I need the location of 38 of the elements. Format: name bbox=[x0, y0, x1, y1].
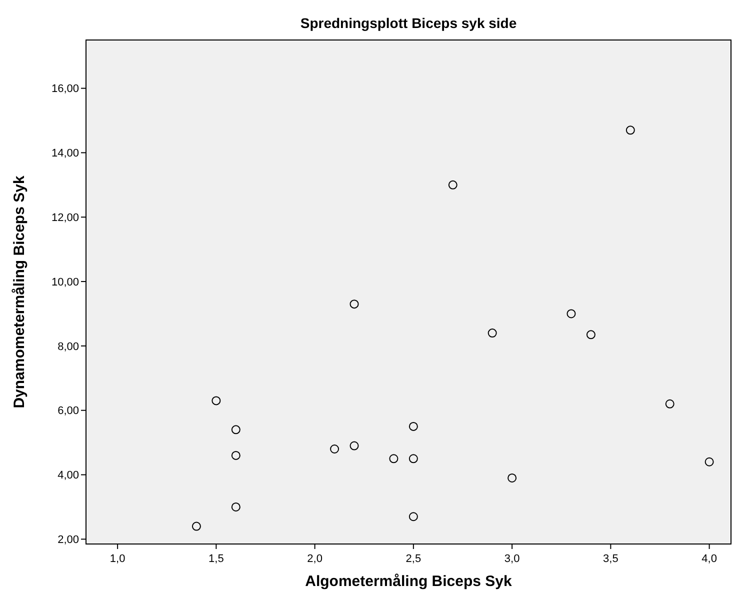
point bbox=[212, 396, 221, 406]
point bbox=[488, 328, 497, 338]
x-tick-label: 4,0 bbox=[702, 553, 717, 565]
point bbox=[586, 330, 596, 340]
y-tick-label: 4,00 bbox=[58, 470, 79, 482]
y-tick-label: 12,00 bbox=[51, 212, 79, 224]
x-tick-label: 3,0 bbox=[504, 553, 520, 565]
point bbox=[192, 522, 201, 531]
point bbox=[626, 126, 635, 135]
point bbox=[408, 512, 418, 522]
y-tick-label: 16,00 bbox=[51, 83, 79, 96]
y-tick-label: 2,00 bbox=[58, 534, 79, 546]
point bbox=[389, 454, 398, 464]
point bbox=[350, 441, 359, 450]
y-tick-label: 6,00 bbox=[58, 405, 79, 418]
point bbox=[231, 502, 240, 512]
point bbox=[408, 454, 418, 464]
y-tick-label: 10,00 bbox=[51, 276, 79, 288]
point bbox=[508, 473, 517, 482]
x-tick-label: 2,0 bbox=[307, 553, 322, 565]
point bbox=[330, 444, 340, 454]
x-tick-label: 3,5 bbox=[603, 553, 618, 565]
point bbox=[231, 425, 240, 434]
point bbox=[704, 457, 714, 466]
y-tick-label: 14,00 bbox=[51, 148, 79, 160]
x-tick-label: 1,5 bbox=[208, 553, 224, 565]
point bbox=[408, 422, 418, 431]
point bbox=[231, 450, 240, 460]
chart-title: Spredningsplott Biceps syk side bbox=[300, 15, 517, 31]
x-axis-title: Algometermåling Biceps Syk bbox=[305, 573, 513, 590]
point bbox=[350, 300, 359, 309]
point bbox=[665, 399, 674, 408]
y-tick-label: 8,00 bbox=[58, 340, 79, 353]
point bbox=[448, 180, 458, 190]
x-tick-label: 1,0 bbox=[110, 553, 126, 565]
point bbox=[566, 309, 576, 318]
y-axis-title: Dynamometermåling Biceps Syk bbox=[11, 175, 28, 408]
x-tick-label: 2,5 bbox=[406, 553, 422, 565]
